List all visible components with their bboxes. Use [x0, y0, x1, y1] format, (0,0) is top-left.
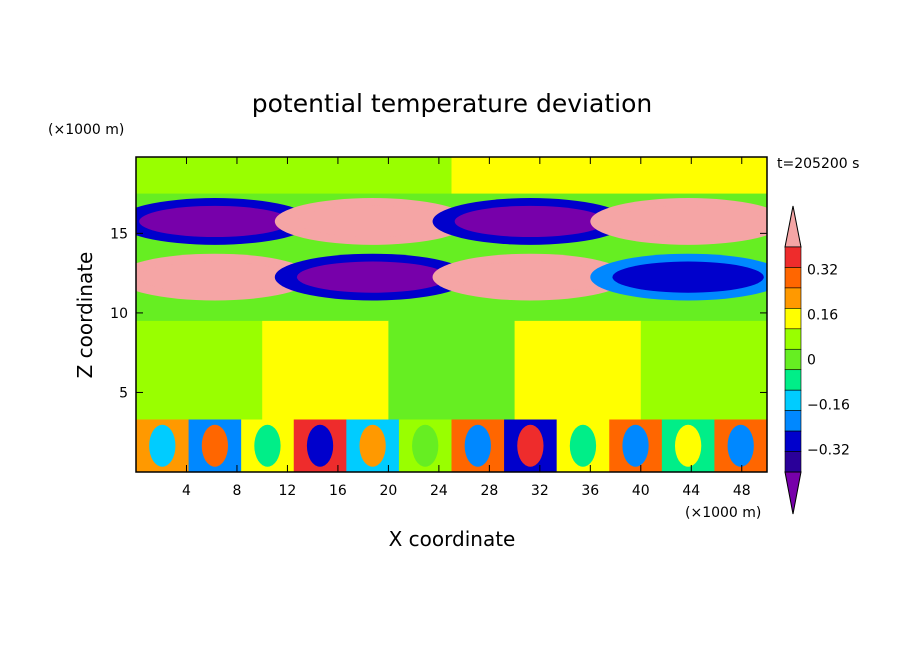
field-cell	[136, 157, 452, 194]
field-cell-core	[201, 424, 229, 467]
field-cell-core	[306, 424, 334, 467]
field-cell-core	[139, 261, 291, 293]
field-cell-core	[569, 424, 597, 467]
field-cell-core	[149, 424, 176, 467]
colorbar-swatch	[784, 246, 802, 268]
colorbar-swatch	[784, 308, 802, 330]
field-cell-core	[454, 205, 607, 238]
plot-area	[136, 157, 767, 472]
field-cell-core	[727, 424, 754, 467]
field-cell	[640, 320, 767, 420]
x-unit-label: (×1000 m)	[685, 505, 761, 521]
x-axis-label: X coordinate	[389, 527, 516, 551]
x-tick-label: 44	[682, 483, 700, 499]
y-axis-label: Z coordinate	[73, 252, 97, 379]
colorbar-swatch	[784, 451, 802, 473]
field-cell	[451, 157, 767, 194]
colorbar-label: 0.32	[807, 263, 838, 279]
colorbar-label: −0.32	[807, 443, 850, 459]
colorbar-extend-max	[784, 205, 802, 248]
colorbar-swatch	[784, 267, 802, 289]
x-tick-label: 12	[279, 483, 297, 499]
field-layer	[136, 157, 767, 472]
colorbar: 0.32 0.16 0 −0.16 −0.32	[784, 205, 850, 515]
x-tick-label: 20	[379, 483, 397, 499]
colorbar-swatch	[784, 287, 802, 309]
colorbar-extend-min	[784, 471, 802, 515]
y-axis: 5 10 15	[110, 226, 767, 401]
x-tick-label: 4	[182, 483, 191, 499]
time-label: t=205200 s	[777, 156, 859, 172]
y-tick-label: 5	[119, 385, 128, 401]
colorbar-swatch	[784, 328, 802, 350]
field-cell	[514, 320, 642, 420]
colorbar-swatch	[784, 348, 802, 371]
colorbar-swatch	[784, 369, 802, 391]
field-cell-core	[254, 424, 281, 467]
x-tick-label: 48	[733, 483, 751, 499]
field-cell-core	[296, 261, 449, 293]
x-tick-label: 32	[531, 483, 549, 499]
y-tick-label: 15	[110, 226, 128, 242]
field-cell-core	[674, 424, 702, 467]
colorbar-label: 0	[807, 353, 816, 369]
field-cell	[262, 320, 389, 420]
colorbar-label: 0.16	[807, 308, 838, 324]
field-cell-core	[464, 424, 491, 467]
colorbar-swatch	[784, 410, 802, 432]
colorbar-swatch	[784, 389, 802, 411]
x-tick-label: 8	[232, 483, 241, 499]
x-tick-label: 28	[480, 483, 498, 499]
field-cell-core	[454, 261, 607, 293]
x-tick-label: 16	[329, 483, 347, 499]
plot-frame	[135, 156, 768, 473]
field-cell-core	[359, 424, 386, 467]
y-unit-label: (×1000 m)	[48, 122, 124, 138]
field-cell-core	[517, 424, 544, 467]
y-tick-label: 10	[110, 306, 128, 322]
chart-title: potential temperature deviation	[252, 89, 652, 118]
field-cell-core	[139, 205, 291, 238]
field-cell-core	[612, 205, 764, 238]
colorbar-swatch	[784, 430, 802, 452]
field-cell-core	[296, 205, 449, 238]
x-axis: 4 8 12 16 20 24 28 32 36 40 44 48	[182, 157, 751, 499]
field-cell-core	[622, 424, 649, 467]
field-cell	[136, 320, 263, 420]
field-cell-core	[612, 261, 764, 293]
field-cell-core	[412, 424, 439, 467]
colorbar-label: −0.16	[807, 398, 850, 414]
field-cell	[388, 320, 516, 420]
x-tick-label: 36	[581, 483, 599, 499]
x-tick-label: 40	[632, 483, 650, 499]
x-tick-label: 24	[430, 483, 448, 499]
